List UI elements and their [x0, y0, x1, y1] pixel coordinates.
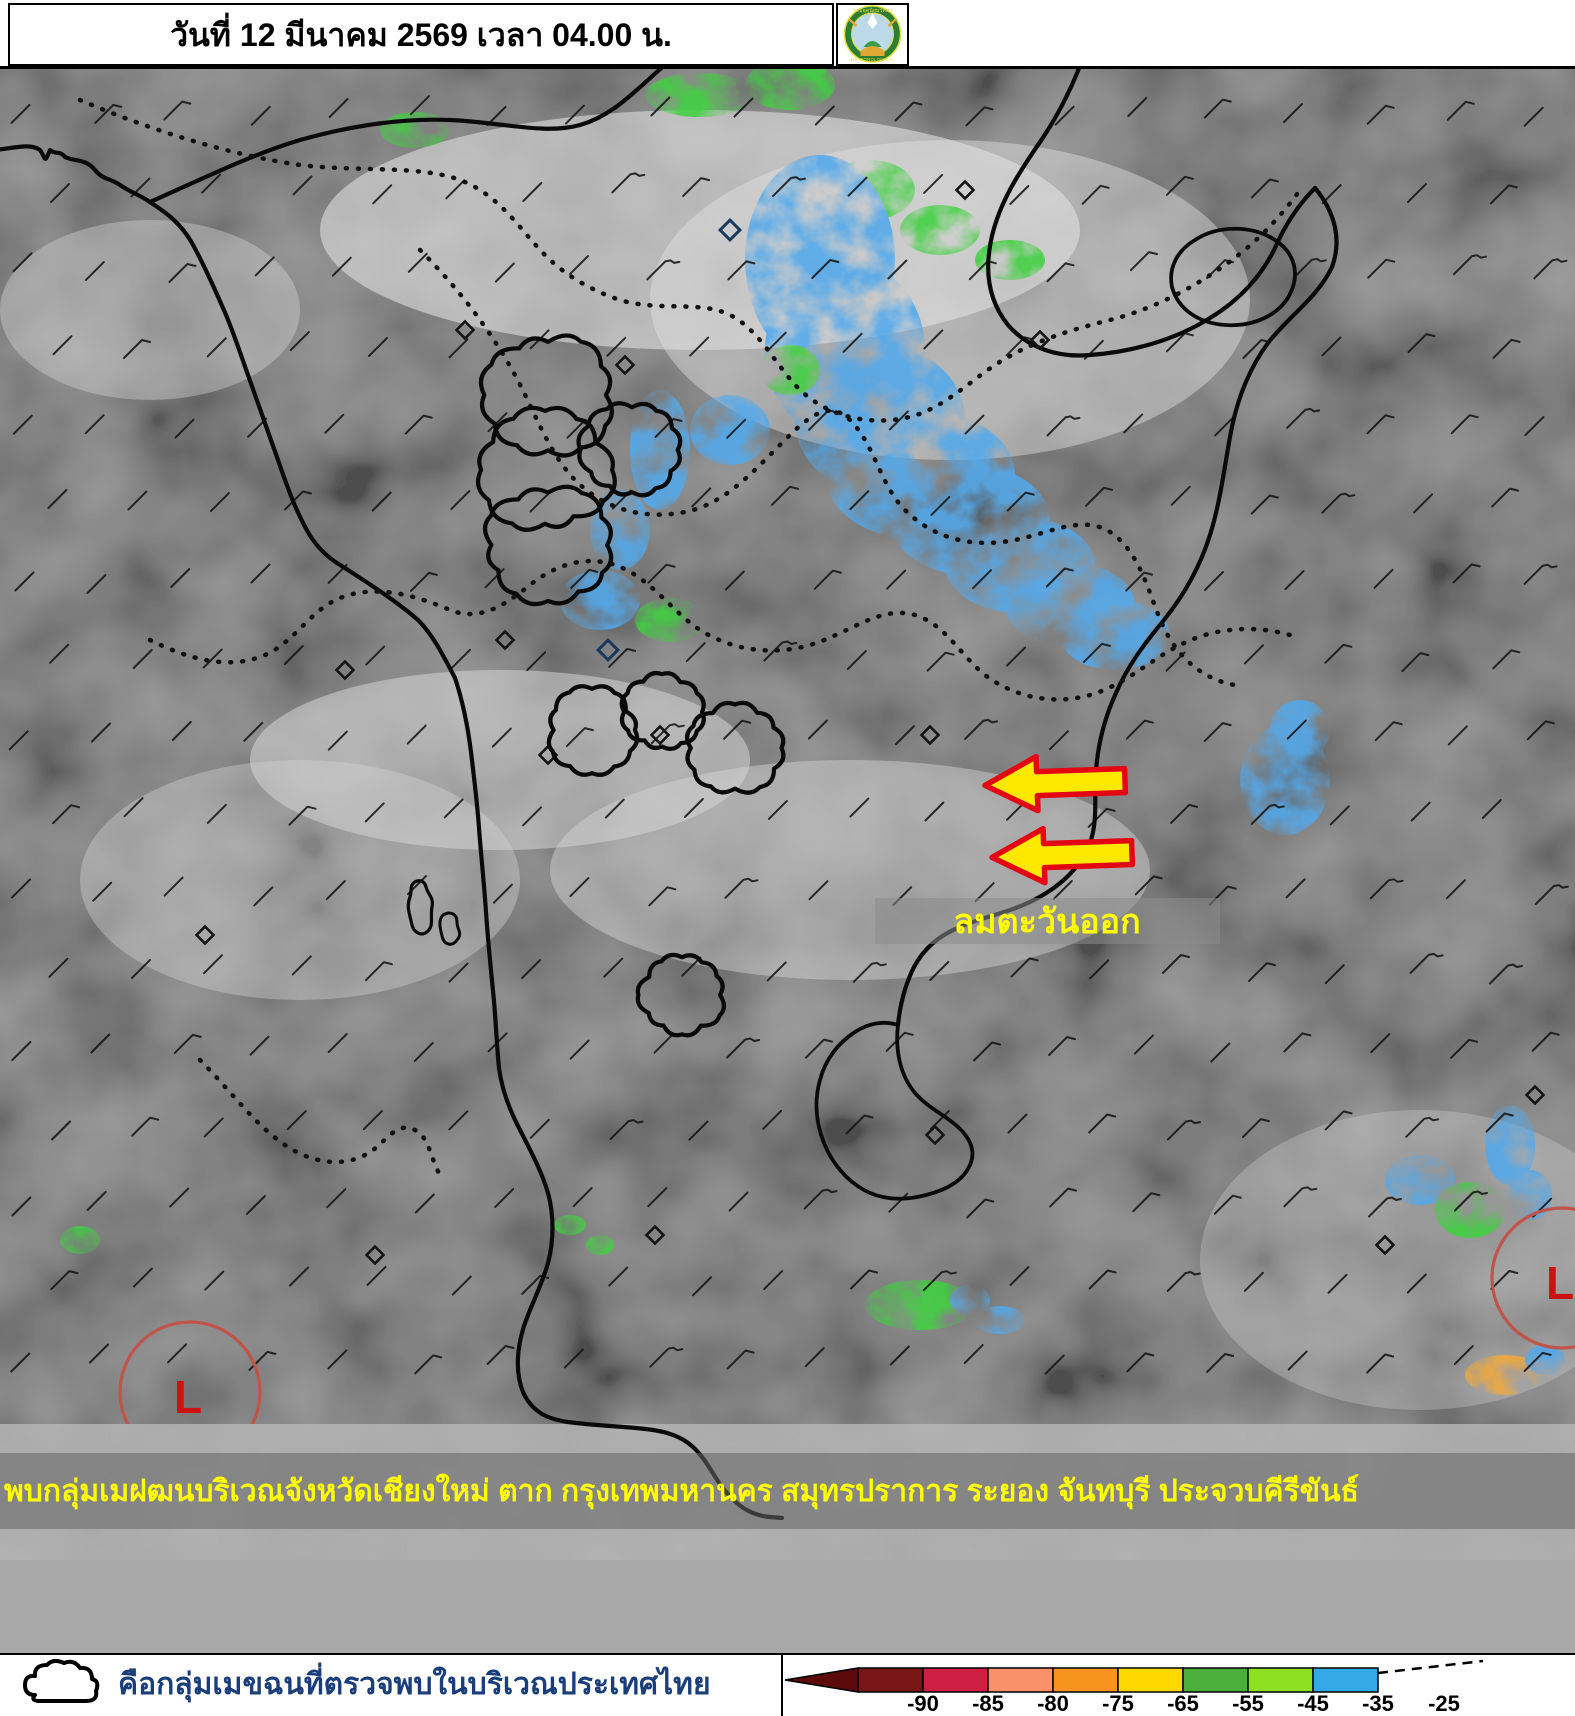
svg-text:METEOROLOGICAL: METEOROLOGICAL: [851, 57, 895, 62]
svg-text:-45: -45: [1297, 1691, 1329, 1716]
svg-text:-80: -80: [1037, 1691, 1069, 1716]
svg-text:-75: -75: [1102, 1691, 1134, 1716]
svg-text:ลมตะวันออก: ลมตะวันออก: [953, 903, 1140, 941]
svg-text:กรมอุตุนิยมวิทยา: กรมอุตุนิยมวิทยา: [853, 7, 892, 14]
svg-text:-85: -85: [972, 1691, 1004, 1716]
svg-text:-25: -25: [1428, 1691, 1460, 1716]
svg-text:-90: -90: [907, 1691, 939, 1716]
svg-text:-55: -55: [1232, 1691, 1264, 1716]
svg-text:L: L: [174, 1371, 202, 1423]
svg-text:-65: -65: [1167, 1691, 1199, 1716]
svg-text:-35: -35: [1362, 1691, 1394, 1716]
svg-text:L: L: [1546, 1257, 1574, 1309]
